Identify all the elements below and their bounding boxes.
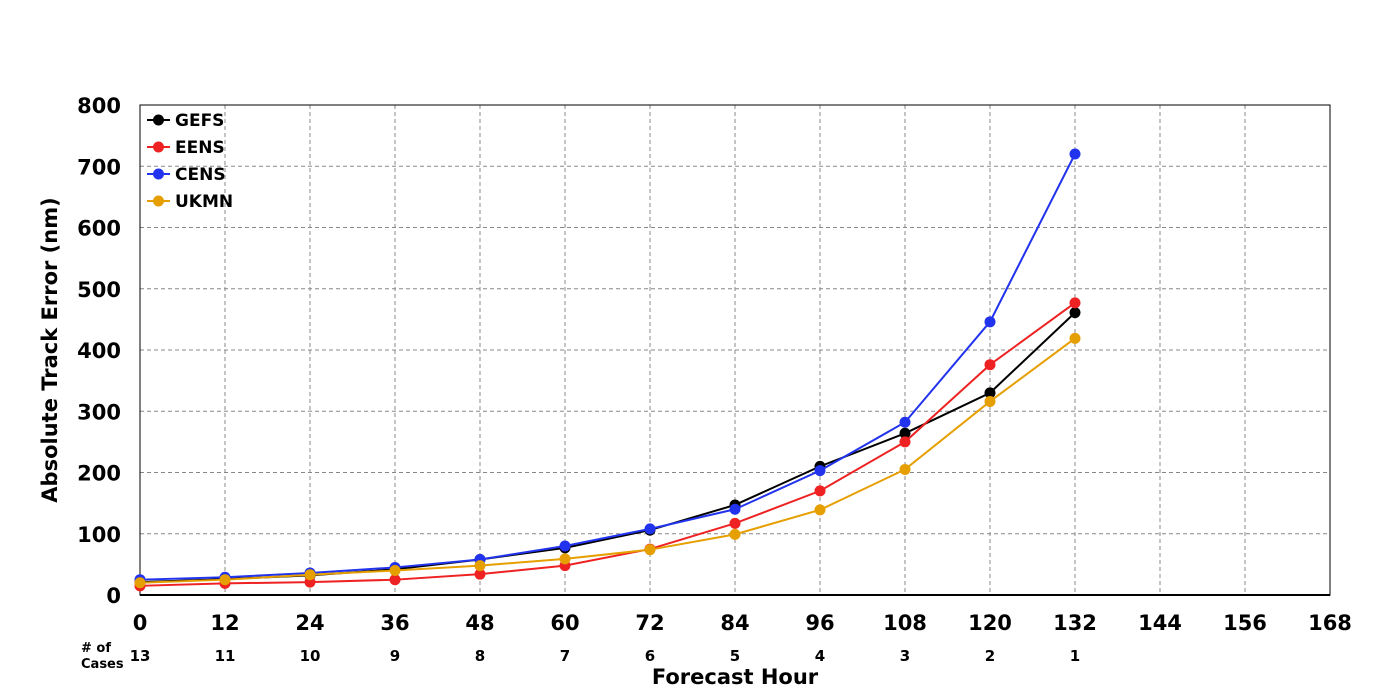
cases-count-label: 6 bbox=[645, 647, 655, 665]
data-point-ukmn bbox=[1069, 332, 1081, 344]
cases-count-label: 13 bbox=[130, 647, 151, 665]
data-point-eens bbox=[389, 574, 401, 586]
y-tick-label: 400 bbox=[77, 339, 121, 363]
x-tick-label: 12 bbox=[210, 611, 239, 635]
x-tick-label: 36 bbox=[380, 611, 409, 635]
x-tick-label: 120 bbox=[968, 611, 1012, 635]
x-tick-label: 144 bbox=[1138, 611, 1182, 635]
data-point-ukmn bbox=[389, 565, 401, 576]
data-point-cens bbox=[814, 465, 826, 477]
y-tick-label: 100 bbox=[77, 523, 121, 547]
legend-swatch-marker bbox=[153, 168, 164, 180]
series-cens bbox=[134, 148, 1081, 586]
x-tick-label: 132 bbox=[1053, 611, 1097, 635]
x-tick-label: 84 bbox=[720, 611, 749, 635]
cases-count-label: 3 bbox=[900, 647, 910, 665]
cases-count-label: 4 bbox=[815, 647, 825, 665]
data-point-eens bbox=[899, 436, 911, 448]
y-tick-label: 800 bbox=[77, 94, 121, 118]
y-axis-title: Absolute Track Error (nm) bbox=[38, 197, 62, 502]
x-tick-label: 96 bbox=[805, 611, 834, 635]
data-point-gefs bbox=[1069, 307, 1081, 319]
series-ukmn bbox=[134, 332, 1081, 589]
legend-label: EENS bbox=[175, 138, 225, 158]
data-point-cens bbox=[644, 523, 656, 535]
y-tick-labels: 0 100 200 300 400 500 600 700 800 bbox=[77, 94, 121, 608]
data-point-ukmn bbox=[984, 395, 996, 407]
cases-count-label: 7 bbox=[560, 647, 570, 665]
x-tick-label: 168 bbox=[1308, 611, 1352, 635]
cases-count-label: 9 bbox=[390, 647, 400, 665]
data-point-eens bbox=[984, 359, 996, 371]
legend-swatch-marker bbox=[153, 114, 164, 126]
legend-label: GEFS bbox=[175, 111, 224, 131]
cases-row: # of Cases 13 11 10 9 8 7 6 5 4 3 2 1 bbox=[81, 641, 1080, 672]
legend-swatch-marker bbox=[153, 195, 164, 207]
data-point-ukmn bbox=[644, 544, 656, 556]
legend-item-cens: CENS bbox=[147, 165, 226, 185]
series-eens bbox=[134, 297, 1081, 592]
series-line-eens bbox=[139, 302, 1076, 587]
data-point-ukmn bbox=[219, 574, 231, 586]
y-tick-label: 200 bbox=[77, 462, 121, 486]
data-point-ukmn bbox=[304, 569, 316, 581]
x-axis-title: Forecast Hour bbox=[652, 665, 819, 689]
y-tick-label: 500 bbox=[77, 278, 121, 302]
legend-item-eens: EENS bbox=[147, 138, 225, 158]
data-point-cens bbox=[1069, 148, 1081, 160]
data-point-cens bbox=[984, 316, 996, 328]
data-point-ukmn bbox=[814, 504, 826, 516]
legend-label: CENS bbox=[175, 165, 226, 185]
data-point-cens bbox=[559, 540, 571, 552]
y-tick-label: 700 bbox=[77, 155, 121, 179]
y-tick-label: 300 bbox=[77, 400, 121, 424]
series-line-cens bbox=[139, 153, 1076, 581]
cases-count-label: 1 bbox=[1070, 647, 1080, 665]
data-point-ukmn bbox=[134, 577, 146, 589]
cases-header-line2: Cases bbox=[81, 657, 124, 672]
data-point-gefs bbox=[984, 387, 996, 399]
legend-label: UKMN bbox=[175, 192, 233, 212]
series-line-ukmn bbox=[139, 337, 1076, 584]
y-tick-label: 600 bbox=[77, 217, 121, 241]
x-tick-label: 72 bbox=[635, 611, 664, 635]
data-point-eens bbox=[1069, 297, 1081, 309]
x-tick-label: 48 bbox=[465, 611, 494, 635]
x-tick-label: 24 bbox=[295, 611, 324, 635]
data-point-ukmn bbox=[474, 560, 486, 572]
x-tick-labels: 0 12 24 36 48 60 72 84 96 108 120 132 144 156 168 bbox=[133, 611, 1352, 635]
cases-count-label: 2 bbox=[985, 647, 995, 665]
data-point-gefs bbox=[899, 427, 911, 439]
data-point-eens bbox=[729, 517, 741, 529]
cases-count-label: 8 bbox=[475, 647, 485, 665]
cases-header-line1: # of bbox=[81, 641, 111, 656]
cases-count-label: 5 bbox=[730, 647, 740, 665]
data-point-cens bbox=[899, 416, 911, 428]
series-layer bbox=[134, 148, 1081, 592]
y-tick-label: 0 bbox=[106, 584, 121, 608]
legend-item-gefs: GEFS bbox=[147, 111, 224, 131]
series-line-gefs bbox=[139, 311, 1076, 584]
data-point-eens bbox=[814, 485, 826, 497]
x-tick-label: 60 bbox=[550, 611, 579, 635]
data-point-eens bbox=[474, 568, 486, 580]
data-point-ukmn bbox=[899, 463, 911, 475]
cases-count-label: 11 bbox=[215, 647, 236, 665]
x-tick-label: 0 bbox=[133, 611, 148, 635]
data-point-cens bbox=[729, 503, 741, 515]
data-point-ukmn bbox=[729, 528, 741, 540]
x-tick-label: 108 bbox=[883, 611, 927, 635]
legend: GEFS EENS CENS UKMN bbox=[147, 111, 233, 212]
series-gefs bbox=[134, 307, 1081, 588]
cases-count-label: 10 bbox=[300, 647, 321, 665]
legend-item-ukmn: UKMN bbox=[147, 192, 233, 212]
legend-swatch-marker bbox=[153, 141, 164, 153]
x-tick-label: 156 bbox=[1223, 611, 1267, 635]
data-point-ukmn bbox=[559, 553, 571, 565]
